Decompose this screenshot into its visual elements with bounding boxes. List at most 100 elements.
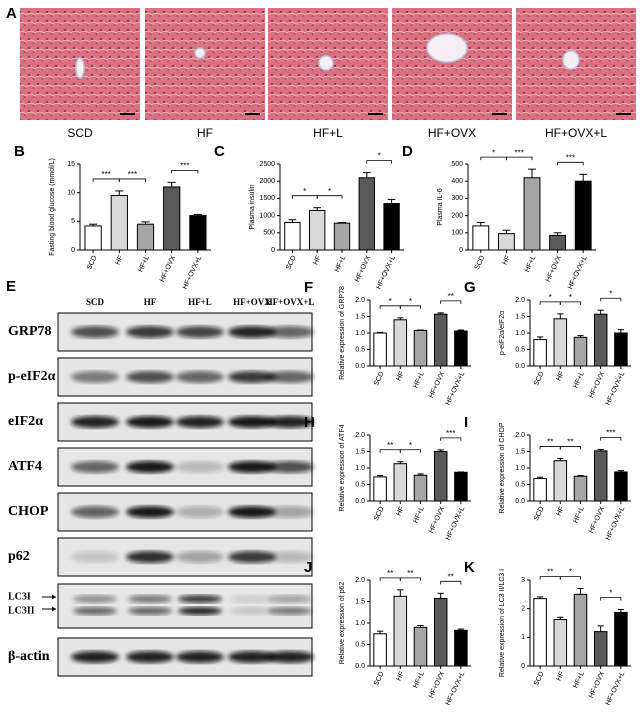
- significance-bracket: [480, 156, 507, 161]
- panel-letter: I: [464, 414, 468, 431]
- blot-frame: [57, 583, 313, 629]
- y-tick-label: 0.5: [355, 481, 365, 488]
- error-bar: [502, 229, 511, 234]
- error-bar: [397, 589, 404, 597]
- x-tick-label: SCD: [533, 506, 546, 522]
- blot-band: [176, 371, 224, 383]
- bar: [413, 474, 428, 502]
- blot-band: [126, 461, 174, 473]
- error-bar: [536, 336, 544, 340]
- significance-bracket: [440, 580, 462, 585]
- bar: [553, 318, 568, 367]
- x-tick-label: HF+OVX+L: [605, 506, 627, 542]
- significance-label: *: [569, 293, 572, 302]
- blot-band: [71, 551, 119, 563]
- error-bar: [397, 317, 404, 320]
- y-tick-label: 0: [71, 247, 75, 254]
- x-tick-label: HF+L: [524, 255, 538, 274]
- significance-label: *: [409, 297, 412, 306]
- bar: [333, 222, 351, 251]
- histology-image: [145, 8, 265, 120]
- significance-label: ***: [515, 148, 524, 157]
- blot-band: [176, 326, 224, 338]
- significance-bracket: [440, 300, 462, 304]
- error-bar: [476, 221, 485, 226]
- significance-label: **: [387, 441, 393, 450]
- y-tick-label: 1.0: [355, 620, 365, 627]
- y-tick-label: 3: [521, 577, 525, 584]
- significance-label: *: [569, 568, 572, 577]
- y-tick-label: 2.0: [515, 432, 525, 439]
- error-bar: [376, 630, 384, 634]
- blot-label: LC3I: [8, 591, 31, 602]
- bar: [614, 611, 628, 667]
- lane-label: HF: [144, 297, 157, 307]
- panel-letter: D: [402, 143, 413, 160]
- panel-letter: B: [14, 143, 25, 160]
- significance-label: *: [609, 289, 612, 298]
- y-axis-label: Plasma insulin: [249, 184, 256, 229]
- blot-band: [176, 461, 224, 473]
- blot-band: [73, 607, 117, 615]
- y-tick-label: 0.0: [515, 363, 525, 370]
- y-tick-label: 0: [521, 663, 525, 670]
- significance-label: ***: [180, 161, 189, 170]
- y-tick-label: 2: [521, 606, 525, 613]
- bar: [593, 631, 608, 667]
- significance-bracket: [316, 195, 343, 199]
- panel-a: A SCD HF HF+L HF+OVX HF+OVX+L: [6, 5, 636, 140]
- bar: [454, 330, 468, 367]
- bar: [433, 313, 448, 367]
- panel-letter: K: [464, 559, 475, 576]
- y-tick-label: 5: [71, 218, 75, 225]
- panel-letter: A: [6, 5, 17, 22]
- error-bar: [115, 190, 124, 196]
- blot-band: [266, 506, 314, 518]
- bar: [189, 215, 207, 251]
- x-tick-label: HF+OVX: [545, 254, 563, 283]
- bar: [358, 177, 375, 251]
- error-bar: [376, 331, 384, 333]
- blot-band: [71, 371, 119, 383]
- error-bar: [338, 221, 346, 224]
- significance-bracket: [379, 449, 401, 453]
- panel-letter: G: [464, 279, 476, 296]
- group-label: SCD: [67, 126, 93, 140]
- x-tick-label: HF+OVX: [428, 370, 446, 399]
- blot-band: [228, 416, 276, 428]
- y-tick-label: 0.0: [515, 498, 525, 505]
- blot-band: [126, 506, 174, 518]
- error-bar: [457, 329, 465, 332]
- error-bar: [597, 449, 604, 451]
- significance-bracket: [399, 305, 421, 309]
- bar: [593, 450, 608, 502]
- significance-bracket: [379, 577, 401, 581]
- bar: [110, 195, 128, 251]
- y-tick-label: 1.5: [355, 598, 365, 605]
- significance-label: *: [389, 297, 392, 306]
- x-tick-label: HF+OVX: [588, 670, 606, 699]
- blot-band: [128, 595, 172, 603]
- error-bar: [89, 223, 98, 226]
- blot-band: [71, 651, 119, 663]
- y-axis-label: Fasting blood glucose (mmol/L): [49, 158, 56, 256]
- error-bar: [437, 312, 444, 315]
- blot-label: p-eIF2α: [8, 369, 56, 384]
- y-tick-label: 0.0: [355, 663, 365, 670]
- blot-band: [126, 326, 174, 338]
- bar: [433, 597, 448, 667]
- error-bar: [397, 461, 404, 464]
- significance-bracket: [171, 169, 199, 174]
- vessel: [562, 50, 580, 70]
- significance-label: ***: [446, 429, 455, 438]
- error-bar: [313, 207, 322, 211]
- bar: [84, 225, 102, 251]
- bar: [309, 209, 326, 251]
- blot-band: [126, 371, 174, 383]
- y-tick-label: 1.5: [355, 448, 365, 455]
- error-bar: [288, 219, 297, 223]
- significance-bracket: [399, 449, 421, 453]
- x-tick-label: HF+OVX+L: [605, 671, 627, 707]
- x-tick-label: HF+OVX: [354, 254, 372, 283]
- y-tick-label: 400: [451, 178, 463, 185]
